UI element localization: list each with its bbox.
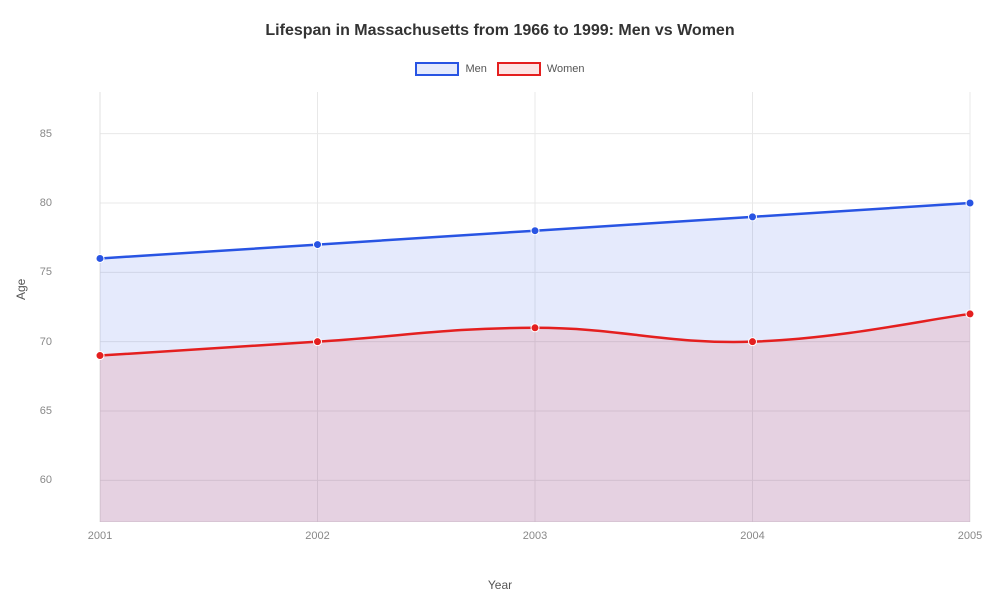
legend-label-women: Women [547,63,585,75]
legend-label-men: Men [465,63,486,75]
y-tick-label: 60 [40,474,52,486]
marker-women-2003[interactable] [531,324,539,332]
legend: Men Women [0,62,1000,76]
marker-women-2005[interactable] [966,310,974,318]
marker-men-2001[interactable] [96,254,104,262]
y-tick-label: 70 [40,336,52,348]
y-tick-label: 75 [40,266,52,278]
x-tick-label: 2005 [958,530,982,542]
marker-women-2001[interactable] [96,352,104,360]
plot-area: 60657075808520012002200320042005 [60,92,980,522]
legend-item-men[interactable]: Men [415,62,486,76]
x-tick-label: 2003 [523,530,547,542]
legend-swatch-women [497,62,541,76]
marker-men-2002[interactable] [314,241,322,249]
chart-title: Lifespan in Massachusetts from 1966 to 1… [0,0,1000,40]
marker-men-2005[interactable] [966,199,974,207]
y-tick-label: 80 [40,197,52,209]
marker-men-2003[interactable] [531,227,539,235]
legend-swatch-men [415,62,459,76]
chart-svg [60,92,980,522]
x-axis-label: Year [0,578,1000,592]
marker-women-2004[interactable] [749,338,757,346]
y-axis-label: Age [14,279,28,300]
x-tick-label: 2001 [88,530,112,542]
y-tick-label: 85 [40,128,52,140]
x-tick-label: 2002 [305,530,329,542]
legend-item-women[interactable]: Women [497,62,585,76]
marker-women-2002[interactable] [314,338,322,346]
y-tick-label: 65 [40,405,52,417]
marker-men-2004[interactable] [749,213,757,221]
x-tick-label: 2004 [740,530,764,542]
